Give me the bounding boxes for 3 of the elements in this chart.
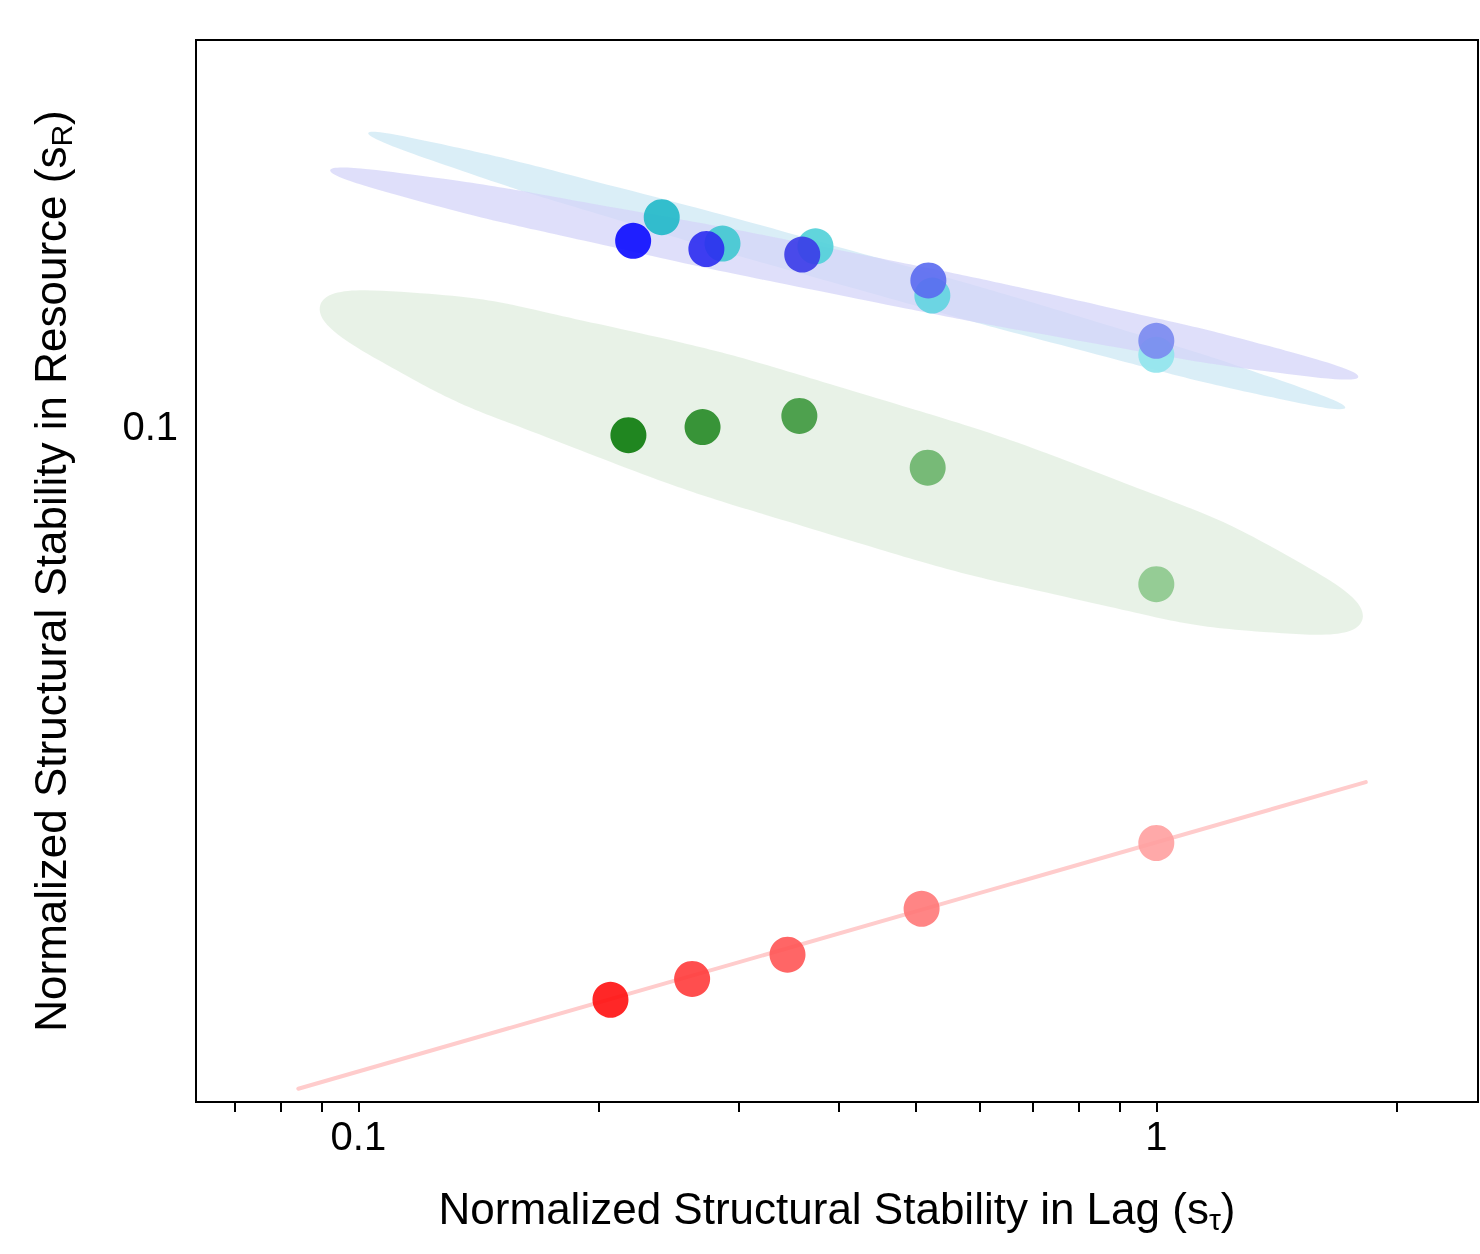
- text: 0.1: [122, 404, 178, 448]
- x-tick-label: 1: [1145, 1114, 1168, 1158]
- y-axis-title: Normalized Structural Stability in Resource (sR): [25, 110, 78, 1032]
